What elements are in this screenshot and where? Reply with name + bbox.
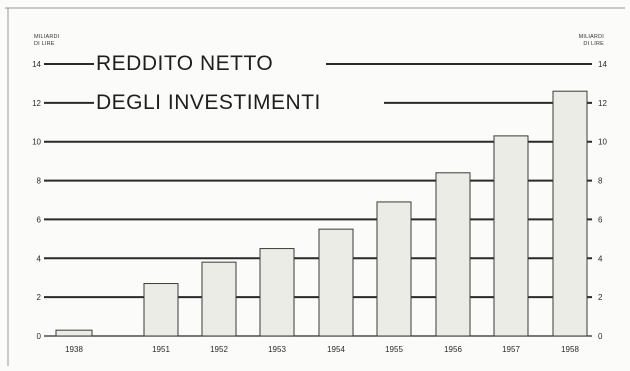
bar-1958 (552, 90, 588, 337)
x-tick-1958: 1958 (561, 345, 579, 354)
y-tick-right-0: 0 (598, 332, 603, 341)
x-tick-1951: 1951 (152, 345, 170, 354)
y-tick-left-4: 4 (37, 254, 42, 263)
axis-labels: 0 0 2 2 4 4 6 6 8 8 10 10 12 12 14 14 1938 1951 1952 1953 19… (32, 60, 607, 354)
bar-1957 (493, 135, 529, 337)
chart-title-line-2: DEGLI INVESTIMENTI (96, 91, 321, 114)
x-tick-1952: 1952 (210, 345, 228, 354)
chart-title-line-1: REDDITO NETTO (96, 52, 273, 75)
x-tick-1957: 1957 (502, 345, 520, 354)
y-tick-right-12: 12 (598, 99, 607, 108)
y-tick-left-10: 10 (32, 138, 41, 147)
bar-1954 (318, 228, 354, 337)
y-tick-left-2: 2 (37, 293, 42, 302)
bar-1951 (143, 283, 179, 337)
right-unit-line-2: DI LIRE (583, 41, 604, 47)
left-unit-line-2: DI LIRE (34, 41, 55, 47)
x-tick-1955: 1955 (385, 345, 403, 354)
x-tick-1953: 1953 (268, 345, 286, 354)
x-tick-1956: 1956 (444, 345, 462, 354)
bar-1956 (435, 172, 471, 337)
y-tick-right-8: 8 (598, 177, 603, 186)
y-tick-right-14: 14 (598, 60, 607, 69)
bars (55, 90, 588, 337)
y-tick-left-6: 6 (37, 215, 42, 224)
bar-1955 (376, 201, 412, 337)
bar-1938 (55, 329, 93, 337)
bar-1952 (201, 261, 237, 337)
right-unit-line-1: MILIARDI (579, 34, 605, 40)
left-unit-line-1: MILIARDI (34, 34, 60, 40)
y-tick-right-4: 4 (598, 254, 603, 263)
y-tick-right-2: 2 (598, 293, 603, 302)
y-tick-left-14: 14 (32, 60, 41, 69)
x-tick-1938: 1938 (65, 345, 83, 354)
y-tick-right-6: 6 (598, 215, 603, 224)
y-tick-left-12: 12 (32, 99, 41, 108)
bar-1953 (259, 248, 295, 337)
y-tick-right-10: 10 (598, 138, 607, 147)
x-tick-1954: 1954 (327, 345, 345, 354)
gridlines (44, 63, 592, 337)
y-tick-left-8: 8 (37, 177, 42, 186)
y-tick-left-0: 0 (37, 332, 42, 341)
